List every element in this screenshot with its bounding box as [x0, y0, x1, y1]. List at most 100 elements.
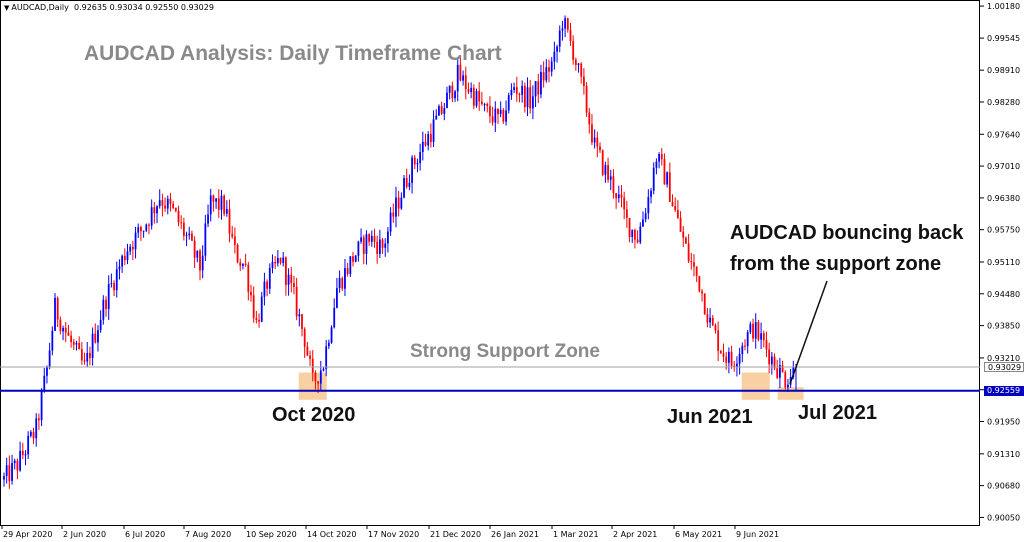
candle-body [631, 229, 634, 238]
candle-body [459, 64, 462, 81]
candle-body [284, 257, 287, 285]
candle-body [722, 353, 725, 357]
dropdown-triangle-icon[interactable]: ▼ [4, 4, 10, 12]
candle-body [13, 460, 16, 464]
candle-body [472, 87, 475, 106]
candle-body [454, 91, 456, 99]
x-tick-label: 9 Jun 2021 [736, 530, 779, 539]
candle-body [19, 450, 22, 471]
current-price-tag: 0.93029 [984, 362, 1024, 373]
candle-body [617, 194, 620, 199]
x-tick-label: 2 Apr 2021 [613, 530, 657, 539]
candle-body [204, 223, 207, 256]
jun-2021-label: Jun 2021 [667, 406, 753, 428]
candle-body [239, 262, 242, 266]
x-tick-label: 1 Mar 2021 [553, 530, 599, 539]
candle-body [336, 288, 338, 308]
candle-body [250, 291, 252, 296]
candle-body [701, 291, 703, 294]
candle-body [56, 297, 59, 320]
time-axis: 29 Apr 2020 2 Jun 2020 6 Jul 2020 7 Aug 202… [1, 525, 779, 539]
candle-body [679, 217, 682, 232]
candle-body [440, 106, 443, 114]
candle-body [660, 154, 663, 160]
candle-body [344, 268, 346, 289]
candle-body [443, 108, 446, 114]
candle-body [110, 283, 113, 285]
candle-body [293, 283, 295, 287]
candle-body [330, 327, 333, 343]
candle-body [421, 141, 424, 152]
candle-body [752, 323, 754, 339]
candle-body [505, 110, 507, 122]
candle-body [40, 391, 43, 421]
candle-body [113, 283, 115, 291]
candle-body [781, 365, 784, 373]
candle-body [757, 322, 760, 340]
candle-body [381, 239, 384, 248]
candle-body [150, 207, 153, 226]
candle-body [416, 163, 419, 165]
x-tick-label: 2 Jun 2020 [63, 530, 106, 539]
y-tick-label: 1.00180 [987, 2, 1020, 11]
candle-body [368, 234, 371, 242]
candle-body [354, 255, 357, 262]
y-tick-label: 0.90050 [987, 513, 1020, 522]
candle-body [523, 85, 526, 108]
candle-body [35, 418, 38, 439]
support-price-tag: 0.92559 [984, 385, 1024, 396]
candle-body [583, 76, 585, 86]
candle-body [540, 72, 542, 95]
candle-body [647, 196, 650, 214]
candle-body [153, 207, 156, 214]
chart-title: AUDCAD Analysis: Daily Timeframe Chart [84, 42, 502, 65]
candle-body [217, 198, 220, 210]
candle-body [118, 266, 121, 270]
y-tick-label: 0.93850 [987, 322, 1020, 331]
candle-body [8, 465, 11, 481]
candle-body [429, 134, 432, 142]
y-tick-label: 0.99545 [987, 34, 1020, 43]
candle-body [693, 262, 695, 267]
candle-body [499, 109, 502, 114]
candle-body [634, 229, 636, 240]
candle-body [588, 112, 591, 125]
y-tick-label: 0.97010 [987, 162, 1020, 171]
candle-body [765, 339, 768, 350]
candle-body [762, 333, 765, 340]
candle-body [365, 234, 368, 254]
candle-body [580, 63, 583, 77]
candle-body [282, 257, 285, 263]
candle-body [639, 226, 642, 243]
candle-body [333, 307, 336, 328]
y-tick-label: 0.98910 [987, 66, 1020, 75]
candle-body [502, 109, 505, 122]
candle-body [80, 349, 83, 361]
jul-2021-label: Jul 2021 [798, 402, 877, 424]
candle-body [287, 274, 290, 285]
candle-body [134, 232, 137, 250]
candle-body [228, 209, 231, 234]
candle-body [62, 327, 64, 332]
candle-body [475, 91, 478, 106]
candle-body [719, 350, 722, 354]
candle-body [51, 330, 54, 351]
candle-body [746, 332, 749, 347]
candle-body [276, 257, 279, 264]
candle-body [574, 59, 577, 65]
candle-body [327, 342, 330, 347]
candle-body [534, 81, 537, 97]
candle-body [145, 224, 148, 231]
candle-body [97, 330, 99, 343]
candle-body [242, 263, 244, 266]
candle-body [322, 368, 325, 371]
candle-body [773, 356, 776, 369]
candle-body [376, 241, 379, 254]
candle-body [515, 87, 518, 94]
candle-body [542, 72, 545, 81]
candle-body [607, 165, 609, 180]
candle-body [558, 30, 561, 47]
candle-body [432, 119, 435, 142]
candle-body [650, 190, 652, 197]
